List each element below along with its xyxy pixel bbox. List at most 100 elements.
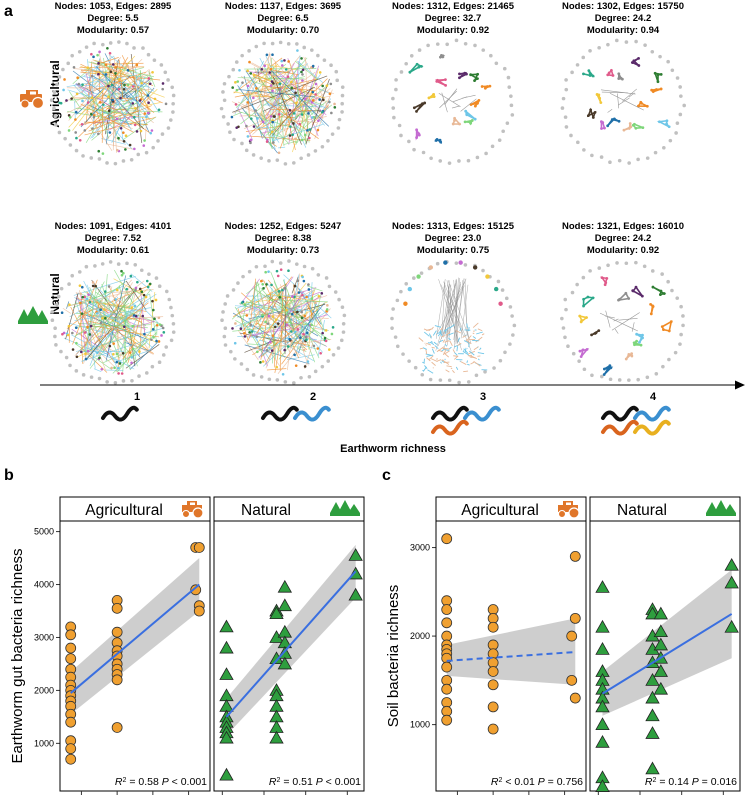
network-node: [77, 270, 82, 274]
richness-level-1: 1: [101, 391, 140, 422]
y-tick-label: 1000: [34, 738, 54, 748]
network-node: [293, 284, 297, 288]
data-point: [487, 621, 499, 633]
network-node: [243, 303, 247, 307]
network-node: [238, 68, 241, 72]
network-node: [617, 158, 622, 163]
network-node: [512, 323, 517, 328]
data-point: [441, 533, 453, 545]
network-node: [285, 323, 289, 326]
network-edge: [248, 135, 311, 141]
network-node: [407, 359, 411, 363]
network-node: [131, 347, 135, 351]
network-edge: [425, 344, 427, 346]
network-node: [310, 66, 313, 69]
network-edge: [88, 301, 121, 323]
network-node: [340, 305, 345, 310]
data-point: [111, 626, 123, 638]
data-point: [269, 606, 284, 620]
network-node: [74, 110, 78, 114]
network-node: [145, 115, 148, 119]
network-edge: [62, 307, 71, 314]
network-node: [247, 269, 252, 274]
network-edge: [81, 339, 148, 362]
network-node: [50, 318, 55, 323]
network-node: [604, 281, 608, 285]
network-node: [105, 161, 109, 165]
network-node: [220, 318, 224, 323]
richness-axis-arrowhead: [735, 380, 745, 390]
network-node: [473, 104, 477, 108]
network-node: [105, 380, 109, 384]
network-node: [70, 273, 75, 278]
network-node: [429, 156, 433, 161]
confidence-band: [226, 544, 356, 736]
network-node: [130, 378, 134, 383]
network-node: [233, 357, 237, 361]
network-node: [163, 70, 168, 75]
network-node: [170, 85, 175, 90]
network-edge: [235, 63, 287, 108]
network-module: [652, 286, 667, 296]
network-edge: [69, 89, 144, 102]
network-node: [318, 109, 322, 113]
network-node: [564, 87, 569, 92]
network-node: [66, 61, 71, 66]
network-node: [313, 369, 318, 374]
network-node: [665, 119, 669, 123]
network-node: [115, 352, 119, 356]
network-node: [413, 365, 418, 370]
network-edge: [425, 349, 428, 355]
network-node: [240, 53, 244, 58]
network-edge: [234, 78, 320, 98]
network-node: [341, 321, 346, 326]
network-node: [303, 97, 307, 100]
network-edge: [472, 322, 479, 328]
network-node: [61, 67, 65, 72]
network-edge: [272, 69, 299, 76]
network-node: [83, 122, 87, 125]
network-node: [660, 325, 664, 329]
network-node: [117, 87, 121, 91]
network-node: [234, 81, 237, 84]
network-node: [469, 73, 473, 77]
network-node: [281, 372, 285, 376]
network-node: [310, 323, 313, 327]
network-edge: [449, 324, 455, 329]
network-node: [136, 280, 139, 284]
network-edge: [74, 300, 125, 357]
network-node: [269, 84, 273, 87]
network-edge: [83, 299, 103, 364]
network-node: [92, 55, 95, 59]
network-edge: [232, 75, 328, 113]
network-node: [270, 41, 275, 46]
data-point: [653, 637, 669, 651]
network-edge: [464, 278, 468, 337]
network-edge: [284, 321, 300, 326]
network-node: [142, 144, 146, 147]
network-node: [300, 310, 303, 314]
network-edge: [439, 330, 442, 333]
network-node: [415, 62, 419, 66]
network-node: [571, 351, 576, 356]
network-node: [254, 264, 259, 269]
network-node: [249, 323, 252, 327]
network-node: [578, 314, 582, 318]
network-node: [54, 343, 58, 347]
panel-a-label: a: [4, 3, 13, 20]
network-edge: [268, 71, 298, 106]
network-edge: [284, 119, 317, 123]
network-node: [261, 360, 265, 363]
network-node: [266, 322, 270, 325]
network-node: [294, 262, 299, 266]
network-stat-line: Modularity: 0.92: [417, 25, 489, 36]
network-edge: [290, 293, 320, 311]
network-node: [282, 90, 286, 93]
network-edge: [254, 313, 269, 351]
network-edge: [265, 99, 319, 139]
network-node: [114, 298, 117, 301]
network-node: [277, 290, 281, 293]
network-node: [71, 348, 75, 351]
network-edge: [479, 347, 482, 351]
network-node: [116, 262, 121, 266]
